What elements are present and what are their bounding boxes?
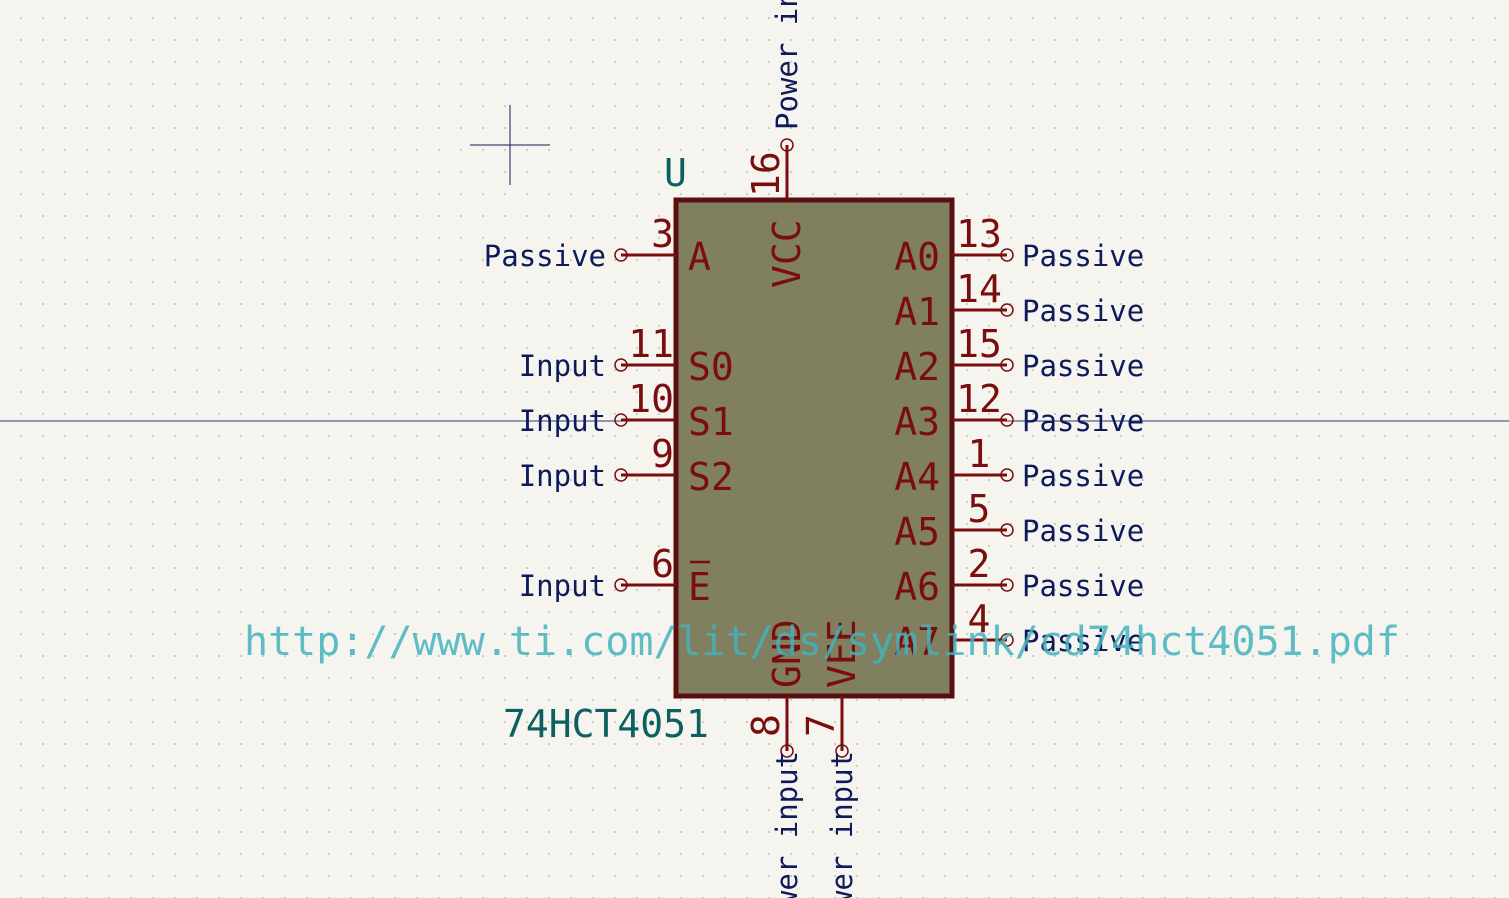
pin-name: A6 bbox=[894, 565, 940, 609]
pin-number: 10 bbox=[628, 377, 674, 421]
pin-number: 14 bbox=[956, 267, 1002, 311]
pin-endpoint-icon[interactable] bbox=[614, 358, 628, 372]
pin-type-label: Passive bbox=[484, 239, 606, 273]
pin-type-label: Input bbox=[519, 404, 606, 438]
pin-name: A bbox=[688, 235, 711, 279]
pin-endpoint-icon[interactable] bbox=[614, 413, 628, 427]
pin-type-label: Power input bbox=[770, 751, 804, 898]
component-body[interactable] bbox=[673, 197, 955, 699]
pin-endpoint-icon[interactable] bbox=[1000, 468, 1014, 482]
pin-name: VEE bbox=[820, 619, 864, 688]
pin-type-label: Passive bbox=[1022, 294, 1144, 328]
pin-name: S0 bbox=[688, 345, 734, 389]
pin-name: A0 bbox=[894, 235, 940, 279]
component-datasheet-link[interactable]: http://www.ti.com/lit/ds/symlink/cd74hct… bbox=[244, 619, 1400, 665]
pin-endpoint-icon[interactable] bbox=[1000, 523, 1014, 537]
pin-type-label: Power input bbox=[825, 751, 859, 898]
pin-name: GND bbox=[765, 619, 809, 688]
pin-type-label: Power input bbox=[770, 0, 804, 130]
pin-name: S1 bbox=[688, 400, 734, 444]
pin-type-label: Passive bbox=[1022, 569, 1144, 603]
pin-type-label: Passive bbox=[1022, 349, 1144, 383]
cursor-crosshair-icon bbox=[470, 105, 550, 185]
pin-name: A5 bbox=[894, 510, 940, 554]
pin-number: 4 bbox=[968, 597, 991, 641]
pin-endpoint-icon[interactable] bbox=[1000, 578, 1014, 592]
pin-type-label: Passive bbox=[1022, 624, 1144, 658]
pin-type-label: Input bbox=[519, 569, 606, 603]
pin-type-label: Passive bbox=[1022, 514, 1144, 548]
pin-number: 7 bbox=[799, 714, 843, 737]
pin-endpoint-icon[interactable] bbox=[614, 578, 628, 592]
pin-endpoint-icon[interactable] bbox=[614, 248, 628, 262]
pin-name: A3 bbox=[894, 400, 940, 444]
pin-name: A1 bbox=[894, 290, 940, 334]
pin-endpoint-icon[interactable] bbox=[835, 744, 849, 758]
pin-type-label: Passive bbox=[1022, 459, 1144, 493]
pin-type-label: Input bbox=[519, 349, 606, 383]
pin-endpoint-icon[interactable] bbox=[1000, 358, 1014, 372]
pin-number: 8 bbox=[744, 714, 788, 737]
pin-number: 15 bbox=[956, 322, 1002, 366]
pin-name: A4 bbox=[894, 455, 940, 499]
component-reference[interactable]: U bbox=[664, 151, 687, 195]
pin-endpoint-icon[interactable] bbox=[780, 744, 794, 758]
pin-name: VCC bbox=[765, 219, 809, 288]
pin-name: E bbox=[688, 565, 711, 609]
pin-name: S2 bbox=[688, 455, 734, 499]
pin-number: 13 bbox=[956, 212, 1002, 256]
pin-endpoint-icon[interactable] bbox=[1000, 413, 1014, 427]
pin-type-label: Input bbox=[519, 459, 606, 493]
pins-layer: 3A Passive 11 S0 Input 10 S1 Input 9 S2 Input 6E Inp… bbox=[484, 0, 1144, 898]
pin-endpoint-icon[interactable] bbox=[780, 138, 794, 152]
pin-number: 3 bbox=[651, 212, 674, 256]
pin-name: A2 bbox=[894, 345, 940, 389]
pin-type-label: Passive bbox=[1022, 404, 1144, 438]
pin-number: 2 bbox=[968, 542, 991, 586]
pin-number: 1 bbox=[968, 432, 991, 476]
pin-number: 6 bbox=[651, 542, 674, 586]
pin-endpoint-icon[interactable] bbox=[1000, 633, 1014, 647]
pin-number: 16 bbox=[744, 151, 788, 197]
pin-endpoint-icon[interactable] bbox=[1000, 303, 1014, 317]
pin-number: 11 bbox=[628, 322, 674, 366]
pin-type-label: Passive bbox=[1022, 239, 1144, 273]
component-value[interactable]: 74HCT4051 bbox=[503, 702, 709, 746]
pin-number: 5 bbox=[968, 487, 991, 531]
pin-endpoint-icon[interactable] bbox=[614, 468, 628, 482]
pin-endpoint-icon[interactable] bbox=[1000, 248, 1014, 262]
pin-number: 12 bbox=[956, 377, 1002, 421]
pin-name: A7 bbox=[894, 620, 940, 664]
pin-number: 9 bbox=[651, 432, 674, 476]
